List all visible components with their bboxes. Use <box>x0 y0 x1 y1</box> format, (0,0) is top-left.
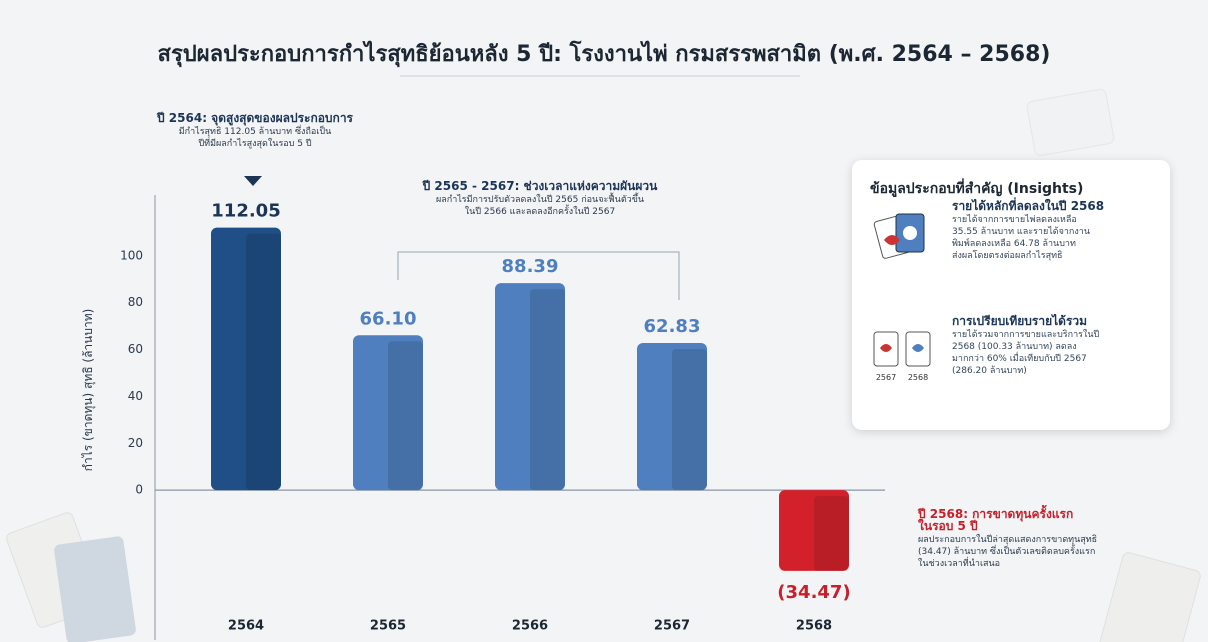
insight-text: รายได้รวมจากการขายและบริการในปี2568 (100… <box>952 329 1099 377</box>
icon-label: 2568 <box>908 373 928 382</box>
annotation-title: ปี 2565 - 2567: ช่วงเวลาแห่งความผันผวน <box>380 180 700 192</box>
annotation-text: มีกำไรสุทธิ 112.05 ล้านบาท ซึ่งถือเป็นปี… <box>120 126 390 150</box>
y-tick-label: 20 <box>128 436 143 450</box>
x-tick-label: 2565 <box>370 619 406 634</box>
value-label: 88.39 <box>502 256 559 277</box>
insight-title: การเปรียบเทียบรายได้รวม <box>952 315 1099 327</box>
value-label: 66.10 <box>360 308 417 329</box>
text-line: ส่งผลโดยตรงต่อผลกำไรสุทธิ <box>952 250 1104 262</box>
y-axis-label: กำไร (ขาดทุน) สุทธิ (ล้านบาท) <box>81 309 96 472</box>
bar-shade <box>388 341 423 490</box>
text-line: มีกำไรสุทธิ 112.05 ล้านบาท ซึ่งถือเป็น <box>120 126 390 138</box>
annotation: ปี 2568: การขาดทุนครั้งแรก ในรอบ 5 ปี ผล… <box>918 508 1118 570</box>
x-tick-label: 2567 <box>654 619 690 634</box>
chart-title: สรุปผลประกอบการกำไรสุทธิย้อนหลัง 5 ปี: โ… <box>0 36 1208 71</box>
text-line: ผลประกอบการในปีล่าสุดแสดงการขาดทุนสุทธิ <box>918 534 1118 546</box>
y-tick-label: 0 <box>135 483 143 497</box>
icon-label: 2567 <box>876 373 896 382</box>
insight-title: รายได้หลักที่ลดลงในปี 2568 <box>952 200 1104 212</box>
text-line: (34.47) ล้านบาท ซึ่งเป็นตัวเลขติดลบครั้ง… <box>918 546 1118 558</box>
text-line: (286.20 ล้านบาท) <box>952 365 1099 377</box>
annotation: ปี 2565 - 2567: ช่วงเวลาแห่งความผันผวน ผ… <box>380 180 700 218</box>
icon-compare: 2567 2568 <box>866 310 946 400</box>
pointer <box>244 176 262 186</box>
annotation-title: ปี 2568: การขาดทุนครั้งแรก ในรอบ 5 ปี <box>918 508 1088 532</box>
text-line: มากกว่า 60% เมื่อเทียบกับปี 2567 <box>952 353 1099 365</box>
bar-shade <box>530 289 565 490</box>
x-tick-label: 2566 <box>512 619 548 634</box>
text-line: ผลกำไรมีการปรับตัวลดลงในปี 2565 ก่อนจะฟื… <box>380 194 700 206</box>
annotation-text: ผลกำไรมีการปรับตัวลดลงในปี 2565 ก่อนจะฟื… <box>380 194 700 218</box>
text-line: 35.55 ล้านบาท และรายได้จากงาน <box>952 226 1104 238</box>
text-line: พิมพ์ลดลงเหลือ 64.78 ล้านบาท <box>952 238 1104 250</box>
text-line: รายได้จากการขายไพ่ลดลงเหลือ <box>952 214 1104 226</box>
insight-item: รายได้หลักที่ลดลงในปี 2568 รายได้จากการข… <box>952 200 1104 262</box>
annotation-text: ผลประกอบการในปีล่าสุดแสดงการขาดทุนสุทธิ(… <box>918 534 1118 570</box>
x-tick-label: 2568 <box>796 619 832 634</box>
text-line: ในช่วงเวลาที่นำเสนอ <box>918 558 1118 570</box>
annotation-title: ปี 2564: จุดสูงสุดของผลประกอบการ <box>120 112 390 124</box>
y-tick-label: 40 <box>128 389 143 403</box>
value-label: 112.05 <box>211 201 280 222</box>
insight-item: การเปรียบเทียบรายได้รวม รายได้รวมจากการข… <box>952 315 1099 377</box>
text-line: 2568 (100.33 ล้านบาท) ลดลง <box>952 341 1099 353</box>
y-tick-label: 80 <box>128 295 143 309</box>
value-label: 62.83 <box>644 316 701 337</box>
bar-shade <box>246 234 281 490</box>
annotation: ปี 2564: จุดสูงสุดของผลประกอบการ มีกำไรส… <box>120 112 390 150</box>
page: กำไร (ขาดทุน) สุทธิ (ล้านบาท) 0 20 40 60 80 1… <box>0 0 1208 642</box>
text-line: รายได้รวมจากการขายและบริการในปี <box>952 329 1099 341</box>
text-line: ปีที่มีผลกำไรสูงสุดในรอบ 5 ปี <box>120 138 390 150</box>
icon-cards <box>866 200 946 280</box>
x-tick-label: 2564 <box>228 619 264 634</box>
insights-title: ข้อมูลประกอบที่สำคัญ (Insights) <box>870 178 1083 200</box>
y-tick-label: 60 <box>128 342 143 356</box>
bar-shade <box>814 496 849 571</box>
y-tick-label: 100 <box>120 248 143 262</box>
text-line: ในปี 2566 และลดลงอีกครั้งในปี 2567 <box>380 206 700 218</box>
value-label: (34.47) <box>777 582 850 603</box>
insights-box: ข้อมูลประกอบที่สำคัญ (Insights) รายได้หล… <box>852 160 1170 430</box>
bar-shade <box>672 349 707 490</box>
